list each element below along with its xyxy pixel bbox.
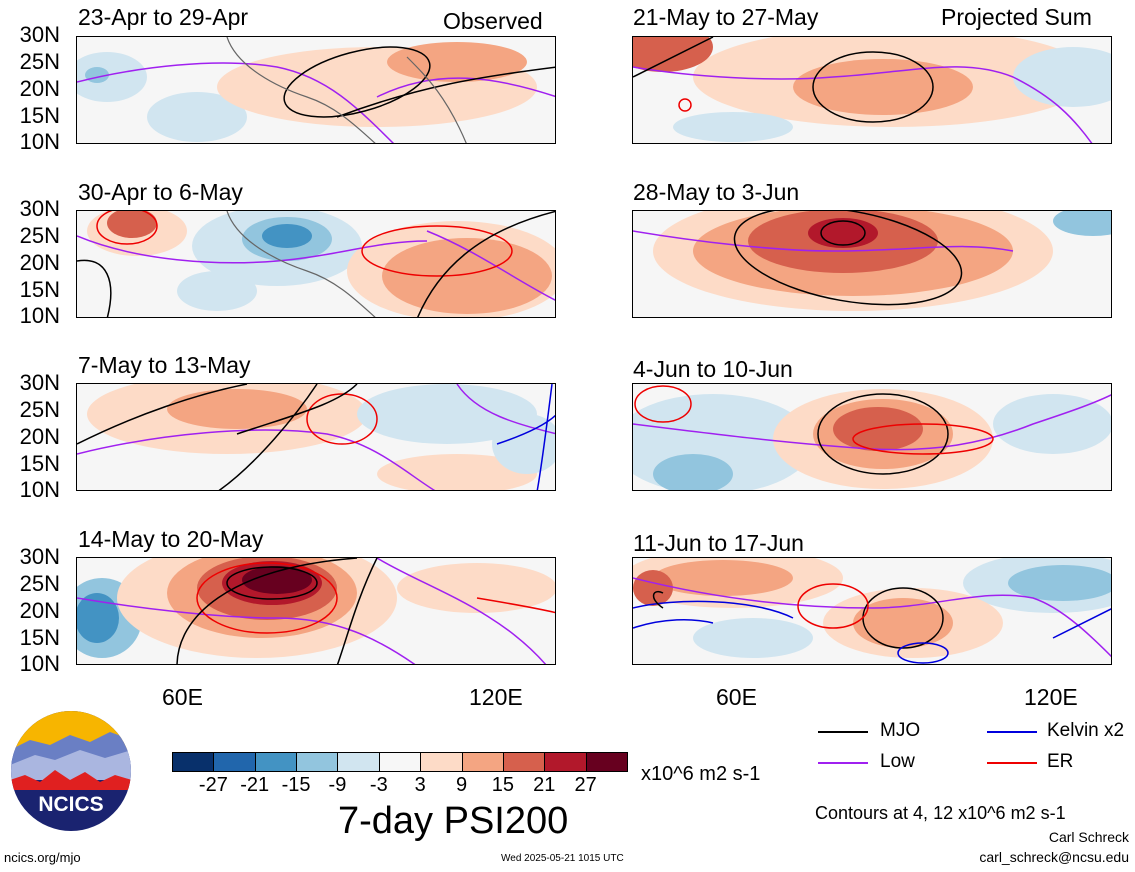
legend-mjo-line <box>818 731 868 733</box>
map-panel-5 <box>632 36 1112 144</box>
logo-text: NCICS <box>38 793 103 816</box>
observed-label: Observed <box>443 8 543 34</box>
colorbar-segment <box>461 752 504 772</box>
map-panel-4 <box>76 557 556 665</box>
panel-title-1: 23-Apr to 29-Apr <box>78 4 249 30</box>
author-email: carl_schreck@ncsu.edu <box>979 849 1129 865</box>
colorbar-labels: -27 -21 -15 -9 -3 3 9 15 21 27 <box>172 774 627 800</box>
colorbar-label: -15 <box>281 774 311 796</box>
figure-title: 7-day PSI200 <box>338 800 569 842</box>
legend-low-label: Low <box>880 751 915 772</box>
colorbar-segment <box>420 752 463 772</box>
legend-kelvin-label: Kelvin x2 <box>1047 720 1125 741</box>
map-panel-1 <box>76 36 556 144</box>
lat-label: 30N <box>19 544 60 569</box>
lon-label-60e-left: 60E <box>162 684 203 710</box>
legend-mjo-label: MJO <box>880 720 921 741</box>
colorbar-label: 21 <box>533 774 556 796</box>
ncics-logo: NCICS <box>10 710 132 837</box>
colorbar-segment <box>213 752 256 772</box>
colorbar-label: -27 <box>198 774 228 796</box>
colorbar-label: -3 <box>369 774 388 796</box>
map-panel-8 <box>632 557 1112 665</box>
lat-label: 15N <box>19 277 60 302</box>
map-panel-3 <box>76 383 556 491</box>
timestamp: Wed 2025-05-21 1015 UTC <box>501 853 624 864</box>
panel-title-7: 4-Jun to 10-Jun <box>633 356 793 382</box>
lat-label: 15N <box>19 103 60 128</box>
colorbar-label: 3 <box>414 774 426 796</box>
panel-title-5: 21-May to 27-May <box>633 4 819 30</box>
lat-label: 10N <box>19 477 60 502</box>
lat-label: 10N <box>19 303 60 328</box>
lat-label: 20N <box>19 76 60 101</box>
colorbar-label: -9 <box>328 774 347 796</box>
lat-label: 30N <box>19 370 60 395</box>
lat-label: 20N <box>19 598 60 623</box>
lon-label-60e-right: 60E <box>716 684 757 710</box>
legend-low-line <box>818 762 868 764</box>
lat-label: 25N <box>19 397 60 422</box>
lat-label: 15N <box>19 451 60 476</box>
lat-label: 20N <box>19 424 60 449</box>
lat-label: 10N <box>19 129 60 154</box>
projected-sum-label: Projected Sum <box>941 4 1092 30</box>
colorbar-segment <box>337 752 380 772</box>
map-panel-7 <box>632 383 1112 491</box>
panel-title-4: 14-May to 20-May <box>78 526 264 552</box>
legend-er-label: ER <box>1047 751 1074 772</box>
lat-label: 25N <box>19 571 60 596</box>
contours-note: Contours at 4, 12 x10^6 m2 s-1 <box>815 803 1066 823</box>
colorbar-label: 15 <box>491 774 515 796</box>
lat-label: 15N <box>19 625 60 650</box>
lat-label: 20N <box>19 250 60 275</box>
colorbar-segment <box>172 752 215 772</box>
site-link[interactable]: ncics.org/mjo <box>4 850 81 865</box>
colorbar-segment <box>502 752 546 772</box>
colorbar-segment <box>585 752 628 772</box>
legend-kelvin-line <box>987 731 1037 733</box>
lon-label-120e-left: 120E <box>469 684 523 710</box>
colorbar <box>172 752 628 772</box>
colorbar-label: 9 <box>455 774 468 796</box>
lat-label: 30N <box>19 22 60 47</box>
colorbar-segment <box>254 752 298 772</box>
lat-label: 10N <box>19 651 60 676</box>
colorbar-segment <box>296 752 339 772</box>
panel-title-8: 11-Jun to 17-Jun <box>633 530 804 556</box>
map-panel-2 <box>76 210 556 318</box>
lon-label-120e-right: 120E <box>1024 684 1078 710</box>
map-panel-6 <box>632 210 1112 318</box>
colorbar-units: x10^6 m2 s-1 <box>641 763 761 785</box>
author-name: Carl Schreck <box>1048 829 1129 845</box>
legend-er-line <box>987 762 1037 764</box>
colorbar-label: 27 <box>574 774 597 796</box>
lat-label: 25N <box>19 49 60 74</box>
colorbar-label: -21 <box>240 774 270 796</box>
panel-title-6: 28-May to 3-Jun <box>633 179 800 205</box>
colorbar-segment <box>544 752 587 772</box>
panel-title-3: 7-May to 13-May <box>78 352 251 378</box>
lat-label: 25N <box>19 223 60 248</box>
panel-title-2: 30-Apr to 6-May <box>78 179 243 205</box>
lat-label: 30N <box>19 196 60 221</box>
colorbar-segment <box>378 752 422 772</box>
